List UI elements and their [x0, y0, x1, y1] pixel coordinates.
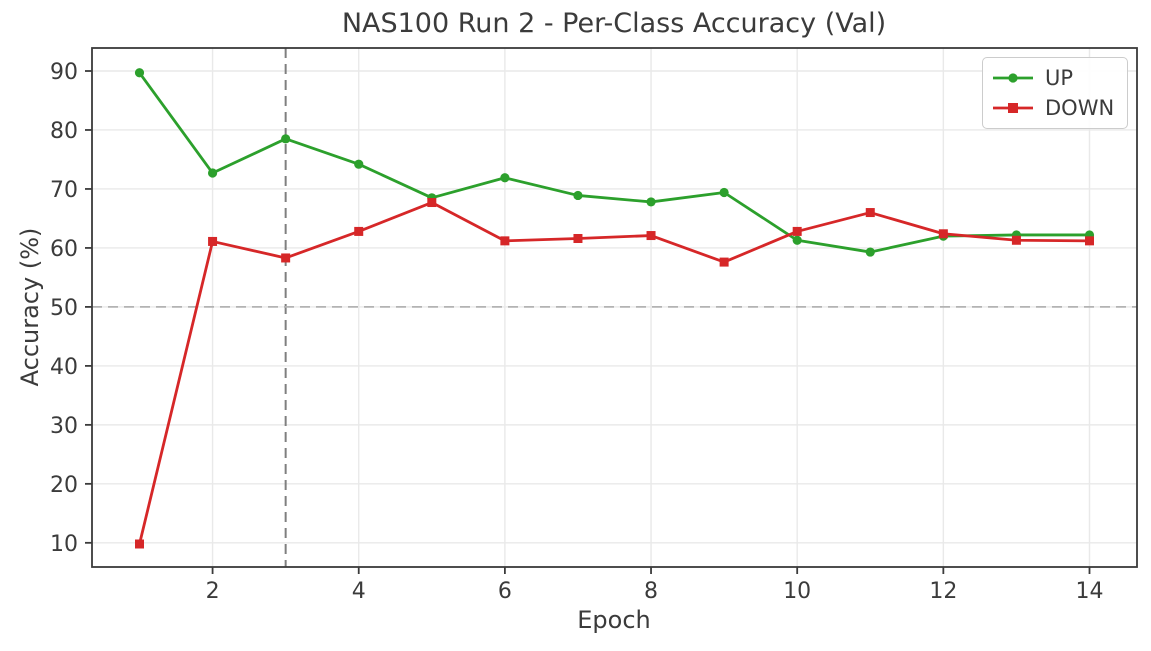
y-tick-label: 40 [50, 355, 78, 380]
x-tick-label: 10 [783, 579, 811, 604]
legend-item-down: DOWN [991, 95, 1117, 121]
circle-marker-icon [1008, 73, 1018, 83]
legend: UP DOWN [982, 57, 1128, 129]
y-tick-label: 20 [50, 473, 78, 498]
legend-label-down: DOWN [1045, 95, 1115, 120]
data-point-down [938, 229, 948, 239]
data-point-down [427, 198, 437, 208]
y-tick-label: 50 [50, 296, 78, 321]
y-tick-label: 70 [50, 178, 78, 203]
y-tick-label: 60 [50, 237, 78, 262]
x-tick-label: 8 [644, 579, 658, 604]
series-line-up [138, 71, 1091, 254]
data-point-down [865, 208, 875, 218]
data-point-down [792, 226, 802, 236]
data-point-up [865, 247, 875, 257]
data-point-up [719, 187, 729, 198]
data-point-down [573, 233, 583, 243]
y-axis-label: Accuracy (%) [16, 227, 44, 387]
data-point-down [208, 236, 218, 246]
data-point-down [719, 257, 729, 267]
series-line-down [138, 201, 1091, 546]
data-point-up [354, 159, 364, 169]
data-point-down [354, 226, 364, 236]
data-point-up [281, 134, 291, 144]
data-point-up [500, 173, 510, 183]
data-point-down [1011, 235, 1021, 245]
y-tick-label: 30 [50, 414, 78, 439]
x-tick-label: 12 [929, 579, 957, 604]
data-point-up [573, 190, 583, 201]
y-tick-label: 10 [50, 532, 78, 557]
legend-sample-down [993, 103, 1033, 113]
square-marker-icon [1008, 103, 1018, 113]
x-tick-label: 14 [1076, 579, 1104, 604]
data-point-down [135, 539, 144, 549]
data-point-down [500, 236, 510, 246]
x-tick-label: 6 [498, 579, 512, 604]
data-point-down [646, 231, 656, 241]
y-tick-label: 80 [50, 119, 78, 144]
x-axis-label: Epoch [577, 606, 651, 634]
y-tick-label: 90 [50, 60, 78, 85]
legend-sample-up [993, 73, 1033, 83]
data-point-up [646, 197, 656, 207]
legend-label-up: UP [1045, 65, 1074, 90]
data-point-down [281, 253, 291, 263]
data-point-up [792, 235, 802, 245]
x-tick-label: 2 [206, 579, 220, 604]
legend-item-up: UP [991, 65, 1117, 91]
x-tick-label: 4 [352, 579, 366, 604]
data-point-down [1085, 236, 1094, 246]
data-point-up [207, 168, 218, 178]
data-point-up [134, 68, 145, 78]
chart-title: NAS100 Run 2 - Per-Class Accuracy (Val) [341, 8, 887, 39]
